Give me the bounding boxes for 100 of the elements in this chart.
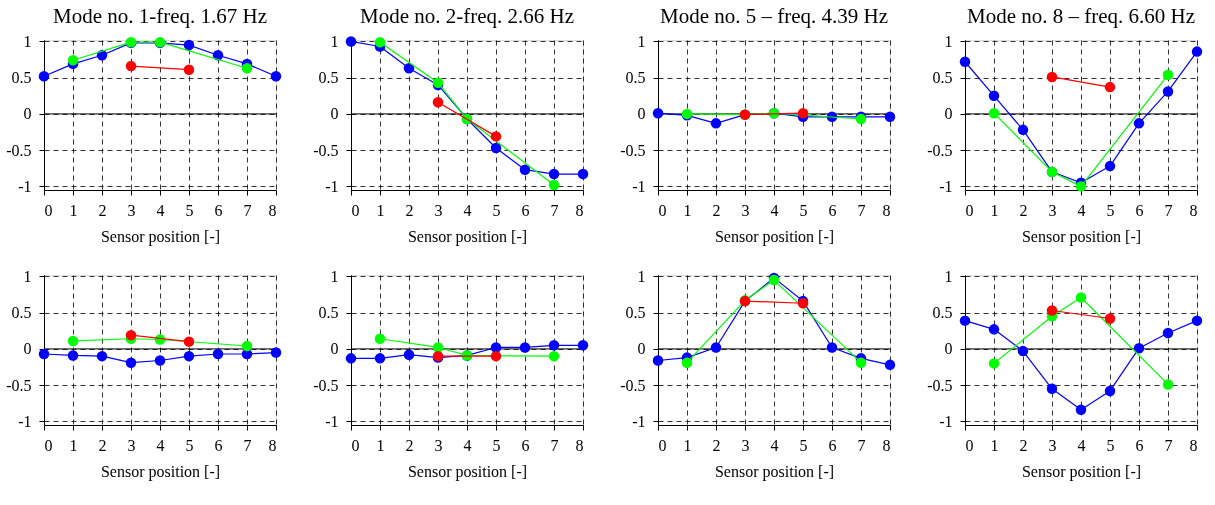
x-tick-label: 3 xyxy=(1048,201,1057,219)
x-tick-label: 5 xyxy=(185,436,194,454)
x-tick-label: 4 xyxy=(156,201,165,219)
y-tick-label: 1 xyxy=(944,267,953,285)
x-tick-label: 6 xyxy=(1135,201,1144,219)
x-tick-label: 6 xyxy=(828,436,837,454)
x-axis-title: Sensor position [-] xyxy=(407,227,528,246)
x-tick-label: 5 xyxy=(492,436,501,454)
chart-title: Mode no. 8 – freq. 6.60 Hz xyxy=(966,4,1196,29)
x-tick-label: 4 xyxy=(463,436,472,454)
y-tick-label: -0.5 xyxy=(927,376,953,394)
x-tick-label: 8 xyxy=(575,436,584,454)
y-tick-label: 0.5 xyxy=(318,69,339,87)
x-axis-title: Sensor position [-] xyxy=(407,462,528,481)
y-tick-label: 0.5 xyxy=(625,69,646,87)
x-tick-label: 3 xyxy=(741,436,750,454)
y-tick-label: -0.5 xyxy=(620,141,646,159)
y-tick-label: 0 xyxy=(23,105,32,123)
x-tick-label: 0 xyxy=(351,436,360,454)
y-tick-label: 0.5 xyxy=(318,304,339,322)
x-axis-title: Sensor position [-] xyxy=(1021,227,1142,246)
y-tick-label: 0.5 xyxy=(11,69,32,87)
x-tick-label: 4 xyxy=(156,436,165,454)
y-tick-label: -1 xyxy=(939,177,953,195)
x-tick-label: 3 xyxy=(127,436,136,454)
y-tick-label: 1 xyxy=(637,32,646,50)
x-tick-label: 5 xyxy=(799,436,808,454)
y-tick-label: 0.5 xyxy=(932,69,953,87)
y-tick-label: 0.5 xyxy=(11,304,32,322)
x-axis-title: Sensor position [-] xyxy=(714,227,835,246)
x-tick-label: 6 xyxy=(828,201,837,219)
x-tick-label: 1 xyxy=(990,201,999,219)
x-tick-label: 1 xyxy=(376,436,385,454)
x-tick-label: 1 xyxy=(69,201,78,219)
x-tick-label: 7 xyxy=(243,201,252,219)
x-axis-title: Sensor position [-] xyxy=(100,227,221,246)
x-tick-label: 6 xyxy=(1135,436,1144,454)
y-tick-label: -0.5 xyxy=(313,141,339,159)
y-tick-label: -1 xyxy=(18,177,32,195)
x-tick-label: 8 xyxy=(268,436,277,454)
chart-title: Mode no. 2-freq. 2.66 Hz xyxy=(359,4,575,29)
x-tick-label: 5 xyxy=(799,201,808,219)
y-tick-label: 0 xyxy=(637,340,646,358)
x-tick-label: 2 xyxy=(1019,436,1028,454)
x-tick-label: 3 xyxy=(127,201,136,219)
x-axis-title: Sensor position [-] xyxy=(100,462,221,481)
x-tick-label: 6 xyxy=(521,436,530,454)
x-tick-label: 8 xyxy=(882,201,891,219)
x-tick-label: 7 xyxy=(1164,201,1173,219)
x-tick-label: 2 xyxy=(712,436,721,454)
y-tick-label: -0.5 xyxy=(6,376,32,394)
y-tick-label: -1 xyxy=(632,177,646,195)
x-tick-label: 3 xyxy=(741,201,750,219)
x-tick-label: 0 xyxy=(965,436,974,454)
x-tick-label: 4 xyxy=(770,436,779,454)
x-tick-label: 4 xyxy=(463,201,472,219)
y-tick-label: -1 xyxy=(325,412,339,430)
x-tick-label: 5 xyxy=(1106,436,1115,454)
y-tick-label: -1 xyxy=(632,412,646,430)
y-tick-label: -1 xyxy=(325,177,339,195)
y-tick-label: 1 xyxy=(23,267,32,285)
x-tick-label: 0 xyxy=(658,436,667,454)
x-tick-label: 6 xyxy=(521,201,530,219)
x-tick-label: 6 xyxy=(214,201,223,219)
x-tick-label: 4 xyxy=(1077,201,1086,219)
y-tick-label: 1 xyxy=(23,32,32,50)
x-tick-label: 6 xyxy=(214,436,223,454)
chart-title: Mode no. 1-freq. 1.67 Hz xyxy=(52,4,268,29)
x-tick-label: 7 xyxy=(857,436,866,454)
y-tick-label: 1 xyxy=(330,32,339,50)
x-tick-label: 5 xyxy=(185,201,194,219)
y-tick-label: 1 xyxy=(330,267,339,285)
x-tick-label: 1 xyxy=(683,436,692,454)
x-tick-label: 0 xyxy=(965,201,974,219)
x-tick-label: 0 xyxy=(658,201,667,219)
x-tick-label: 0 xyxy=(44,436,53,454)
x-tick-label: 2 xyxy=(98,436,107,454)
x-tick-label: 2 xyxy=(1019,201,1028,219)
x-tick-label: 7 xyxy=(243,436,252,454)
x-tick-label: 7 xyxy=(1164,436,1173,454)
x-tick-label: 1 xyxy=(69,436,78,454)
y-tick-label: 0 xyxy=(944,105,953,123)
x-tick-label: 5 xyxy=(1106,201,1115,219)
x-tick-label: 8 xyxy=(1189,201,1198,219)
x-tick-label: 2 xyxy=(405,436,414,454)
x-tick-label: 7 xyxy=(550,201,559,219)
y-tick-label: -0.5 xyxy=(313,376,339,394)
y-tick-label: 1 xyxy=(944,32,953,50)
x-tick-label: 1 xyxy=(683,201,692,219)
y-tick-label: 1 xyxy=(637,267,646,285)
x-tick-label: 0 xyxy=(351,201,360,219)
y-tick-label: 0 xyxy=(23,340,32,358)
x-tick-label: 4 xyxy=(1077,436,1086,454)
y-tick-label: -1 xyxy=(939,412,953,430)
x-tick-label: 8 xyxy=(268,201,277,219)
y-tick-label: 0.5 xyxy=(625,304,646,322)
x-tick-label: 8 xyxy=(575,201,584,219)
x-tick-label: 3 xyxy=(434,436,443,454)
x-axis-title: Sensor position [-] xyxy=(714,462,835,481)
y-tick-label: -1 xyxy=(18,412,32,430)
